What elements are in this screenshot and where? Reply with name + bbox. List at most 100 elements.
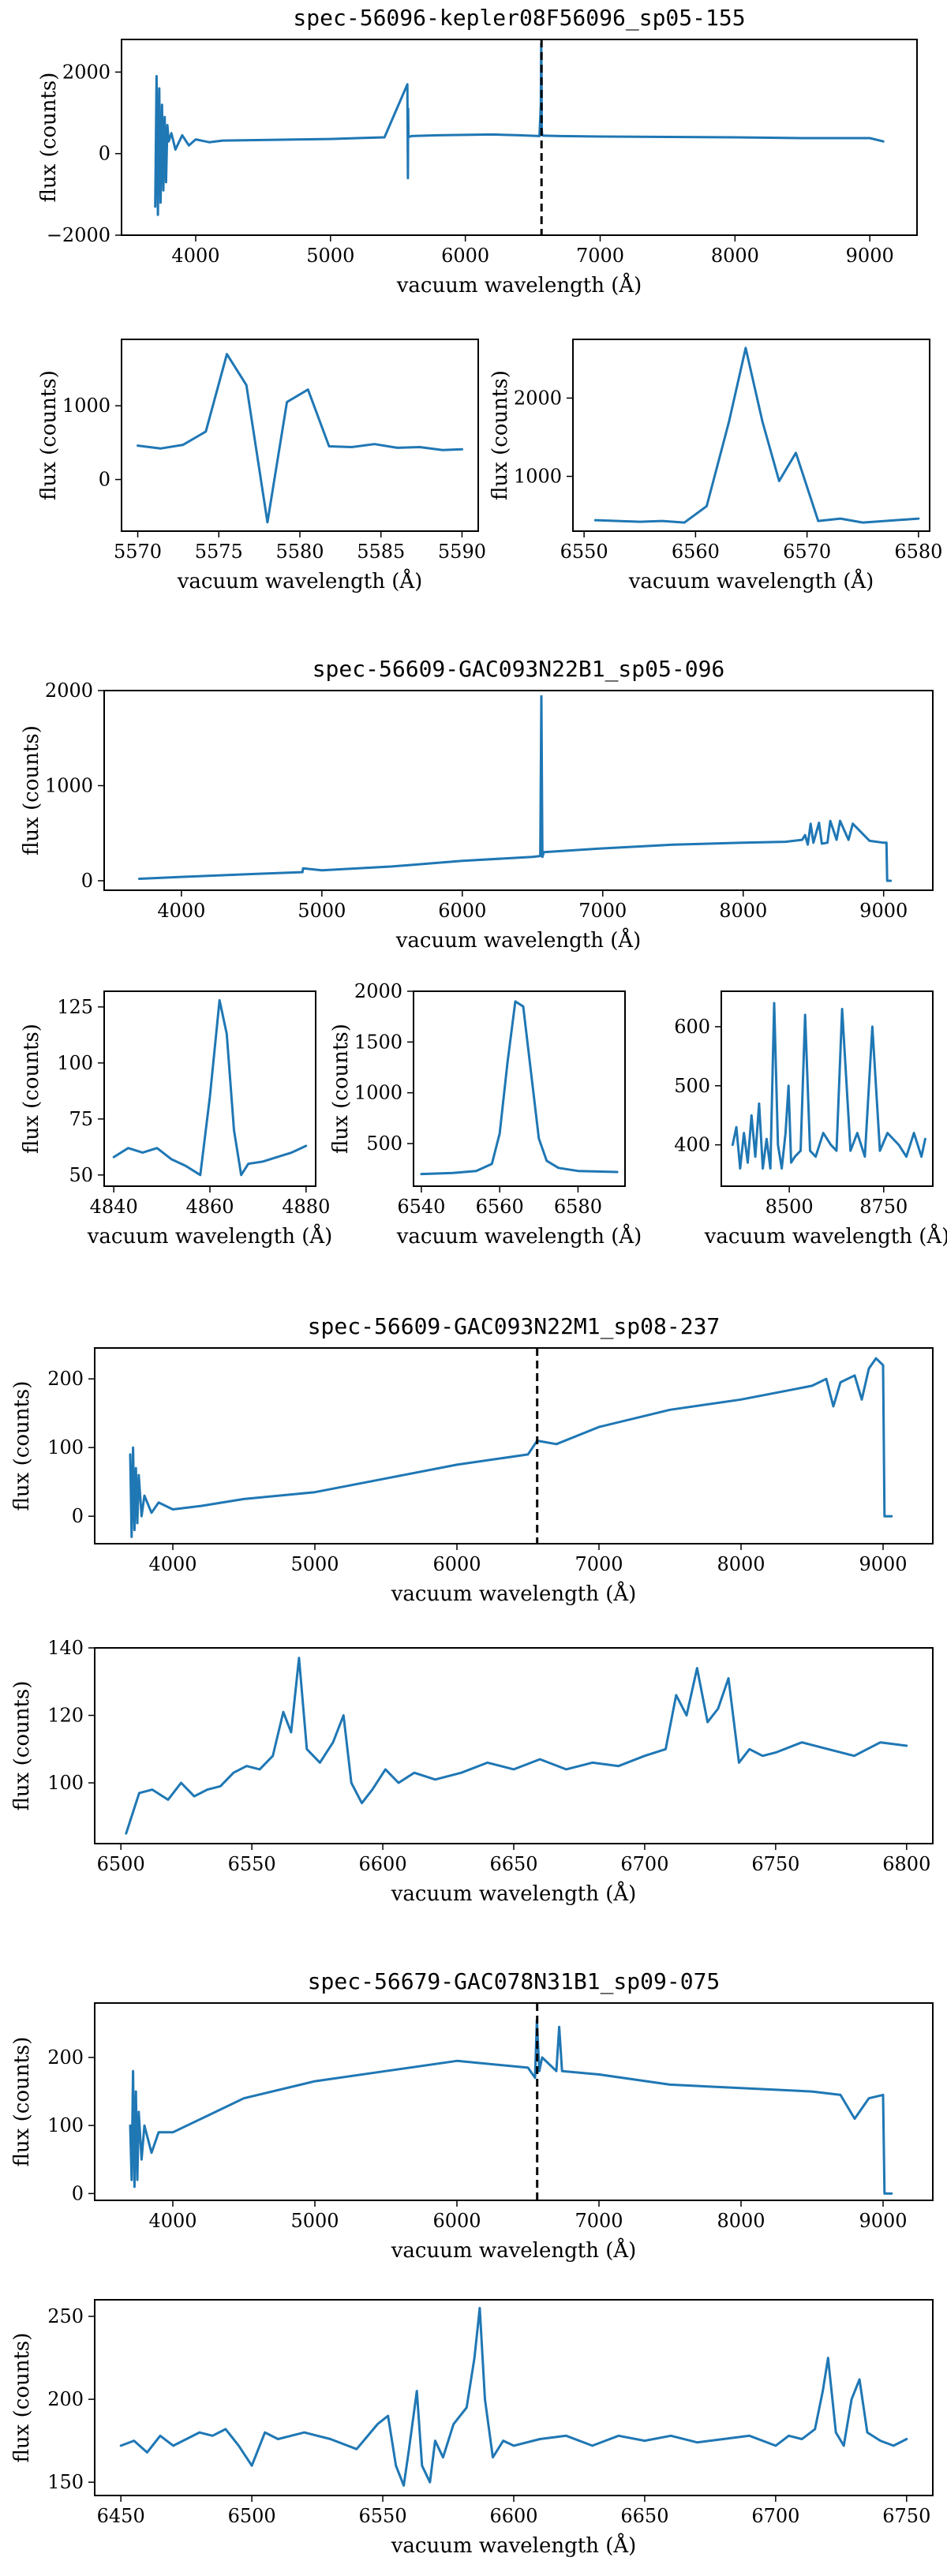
x-tick-label-s1-zoom-b-3: 6580: [894, 541, 942, 563]
x-tick-label-s3-zoom-6: 6800: [882, 1853, 930, 1875]
x-tick-label-s2-full-4: 8000: [719, 900, 767, 922]
y-tick-label-s4-zoom-1: 200: [47, 2388, 84, 2410]
y-tick-label-s2-zoom-c-0: 400: [674, 1134, 710, 1156]
axes-frame-s3-full: [94, 1347, 934, 1544]
x-axis-label-s1-zoom-b: vacuum wavelength (Å): [628, 568, 874, 593]
y-tick-label-s1-full-1: 0: [99, 143, 110, 165]
x-tick-label-s1-full-3: 7000: [576, 245, 624, 267]
x-tick-label-s2-full-2: 6000: [438, 900, 486, 922]
x-tick-label-s3-full-3: 7000: [575, 1553, 623, 1575]
series-line-s2-zoom-a-0: [112, 998, 308, 1177]
y-tick-label-s4-full-1: 100: [47, 2114, 84, 2136]
x-tick-label-s3-full-0: 4000: [148, 1553, 197, 1575]
x-tick-label-s2-zoom-b-0: 6540: [397, 1196, 445, 1218]
y-tick-label-s3-full-1: 100: [47, 1436, 84, 1458]
x-tick-label-s1-zoom-b-2: 6570: [783, 541, 831, 563]
y-tick-label-s2-zoom-b-3: 2000: [354, 980, 402, 1002]
x-tick-label-s1-full-2: 6000: [441, 245, 489, 267]
y-tick-label-s2-zoom-a-3: 125: [57, 996, 93, 1018]
y-axis-label-s1-full: flux (counts): [37, 73, 61, 203]
x-tick-label-s1-full-4: 8000: [711, 245, 759, 267]
spectrum-1-group: 4000 5000 6000 7000 8000 9000 −2000 0 2000 vacuum…: [37, 5, 942, 593]
x-tick-label-s3-zoom-1: 6550: [228, 1853, 276, 1875]
x-tick-label-s2-zoom-c-1: 8750: [859, 1196, 908, 1218]
x-tick-label-s1-zoom-b-0: 6550: [560, 541, 608, 563]
series-line-s1-zoom-a-0: [137, 353, 463, 524]
y-axis-label-s4-zoom: flux (counts): [10, 2333, 34, 2463]
x-axis-label-s1-full: vacuum wavelength (Å): [396, 272, 642, 298]
y-tick-label-s4-zoom-0: 150: [47, 2471, 84, 2493]
y-tick-label-s1-full-2: 2000: [62, 61, 110, 83]
series-line-s3-zoom-0: [125, 1657, 908, 1835]
x-tick-label-s1-zoom-a-3: 5585: [357, 541, 405, 563]
x-tick-label-s4-full-0: 4000: [148, 2210, 197, 2232]
x-tick-label-s3-zoom-2: 6600: [359, 1853, 407, 1875]
axes-frame-s2-zoom-c: [721, 990, 934, 1187]
axes-frame-s3-zoom: [94, 1647, 934, 1844]
y-tick-label-s3-zoom-0: 100: [47, 1772, 84, 1794]
x-axis-label-s4-full: vacuum wavelength (Å): [391, 2237, 637, 2263]
y-tick-label-s4-full-2: 200: [47, 2046, 84, 2069]
x-tick-label-s2-zoom-a-0: 4840: [90, 1196, 138, 1218]
spectrum-4-group: 4000 5000 6000 7000 8000 9000 0 100 200 vacuum wa…: [10, 1968, 934, 2558]
y-axis-label-s1-zoom-a: flux (counts): [37, 370, 61, 500]
series-line-s4-full-0: [129, 2019, 893, 2195]
spectrum-2-group: 4000 5000 6000 7000 8000 9000 0 1000 2000 vacuum …: [20, 656, 947, 1249]
y-axis-label-s2-zoom-b: flux (counts): [329, 1024, 353, 1154]
series-line-s1-zoom-b-0: [593, 346, 920, 524]
y-tick-label-s4-full-0: 0: [72, 2182, 84, 2204]
chart-s4-zoom: 6450 6500 6550 6600 6650 6700 6750 150 200 250 vac…: [10, 2299, 934, 2558]
x-tick-label-s2-zoom-b-1: 6560: [476, 1196, 524, 1218]
x-tick-label-s2-full-5: 9000: [859, 900, 908, 922]
y-tick-label-s2-zoom-a-1: 75: [69, 1108, 93, 1130]
x-tick-label-s3-zoom-5: 6750: [751, 1853, 799, 1875]
y-tick-label-s2-zoom-b-0: 500: [366, 1133, 402, 1155]
y-tick-label-s1-zoom-a-0: 0: [99, 469, 110, 491]
y-tick-label-s2-zoom-a-2: 100: [57, 1052, 93, 1074]
y-tick-label-s3-zoom-1: 120: [47, 1705, 84, 1727]
chart-s2-zoom-b: 6540 6560 6580 500 1000 1500 2000 vacuum wavele…: [329, 980, 642, 1249]
y-tick-label-s2-zoom-b-2: 1500: [354, 1031, 402, 1053]
chart-s2-zoom-c: 8500 8750 400 500 600 vacuum wavelength (Å): [674, 990, 947, 1249]
y-axis-label-s4-full: flux (counts): [10, 2037, 34, 2167]
y-tick-label-s3-zoom-2: 140: [47, 1637, 84, 1659]
x-tick-label-s4-zoom-2: 6550: [359, 2505, 407, 2527]
axes-frame-s2-full: [103, 690, 934, 891]
y-axis-label-s3-zoom: flux (counts): [10, 1681, 34, 1811]
axes-frame-s1-zoom-b: [572, 339, 930, 532]
x-tick-label-s1-zoom-a-0: 5570: [114, 541, 162, 563]
y-axis-label-s1-zoom-b: flux (counts): [488, 370, 512, 500]
x-tick-label-s1-full-5: 9000: [846, 245, 894, 267]
y-tick-label-s1-zoom-b-0: 1000: [514, 466, 562, 488]
x-tick-label-s3-full-1: 5000: [290, 1553, 339, 1575]
x-tick-label-s2-full-3: 7000: [578, 900, 627, 922]
x-tick-label-s4-zoom-5: 6700: [751, 2505, 799, 2527]
chart-s2-full: 4000 5000 6000 7000 8000 9000 0 1000 2000 vacuum …: [20, 656, 934, 953]
y-tick-label-s1-zoom-b-1: 2000: [514, 387, 562, 409]
axes-frame-s1-full: [121, 39, 918, 236]
x-tick-label-s1-zoom-b-1: 6560: [672, 541, 720, 563]
chart-title-s2-full: spec-56609-GAC093N22B1_sp05-096: [313, 656, 725, 683]
series-line-s4-zoom-0: [119, 2307, 908, 2487]
chart-title-s1-full: spec-56096-kepler08F56096_sp05-155: [293, 5, 745, 32]
series-line-s1-full-0: [154, 42, 885, 216]
series-line-s2-zoom-c-0: [731, 1002, 926, 1170]
y-tick-label-s1-full-0: −2000: [47, 224, 110, 246]
y-axis-label-s2-full: flux (counts): [20, 725, 43, 856]
chart-s3-full: 4000 5000 6000 7000 8000 9000 0 100 200 vacuum wa…: [10, 1313, 934, 1606]
x-tick-label-s4-zoom-0: 6450: [97, 2505, 145, 2527]
y-tick-label-s2-full-1: 1000: [45, 774, 93, 796]
x-tick-label-s4-zoom-4: 6650: [620, 2505, 668, 2527]
axes-frame-s4-full: [94, 2002, 934, 2201]
chart-s1-zoom-b: 6550 6560 6570 6580 1000 2000 vacuum wavelengt…: [488, 339, 942, 593]
x-tick-label-s3-full-2: 6000: [432, 1553, 481, 1575]
y-tick-label-s4-zoom-2: 250: [47, 2305, 84, 2327]
x-axis-label-s3-zoom: vacuum wavelength (Å): [391, 1881, 637, 1906]
x-tick-label-s4-zoom-3: 6600: [489, 2505, 537, 2527]
series-line-s2-zoom-b-0: [420, 1000, 619, 1176]
chart-title-s3-full: spec-56609-GAC093N22M1_sp08-237: [308, 1313, 721, 1340]
x-tick-label-s2-zoom-c-0: 8500: [765, 1196, 814, 1218]
axes-frame-s4-zoom: [94, 2299, 934, 2496]
x-tick-label-s2-zoom-b-2: 6580: [554, 1196, 602, 1218]
